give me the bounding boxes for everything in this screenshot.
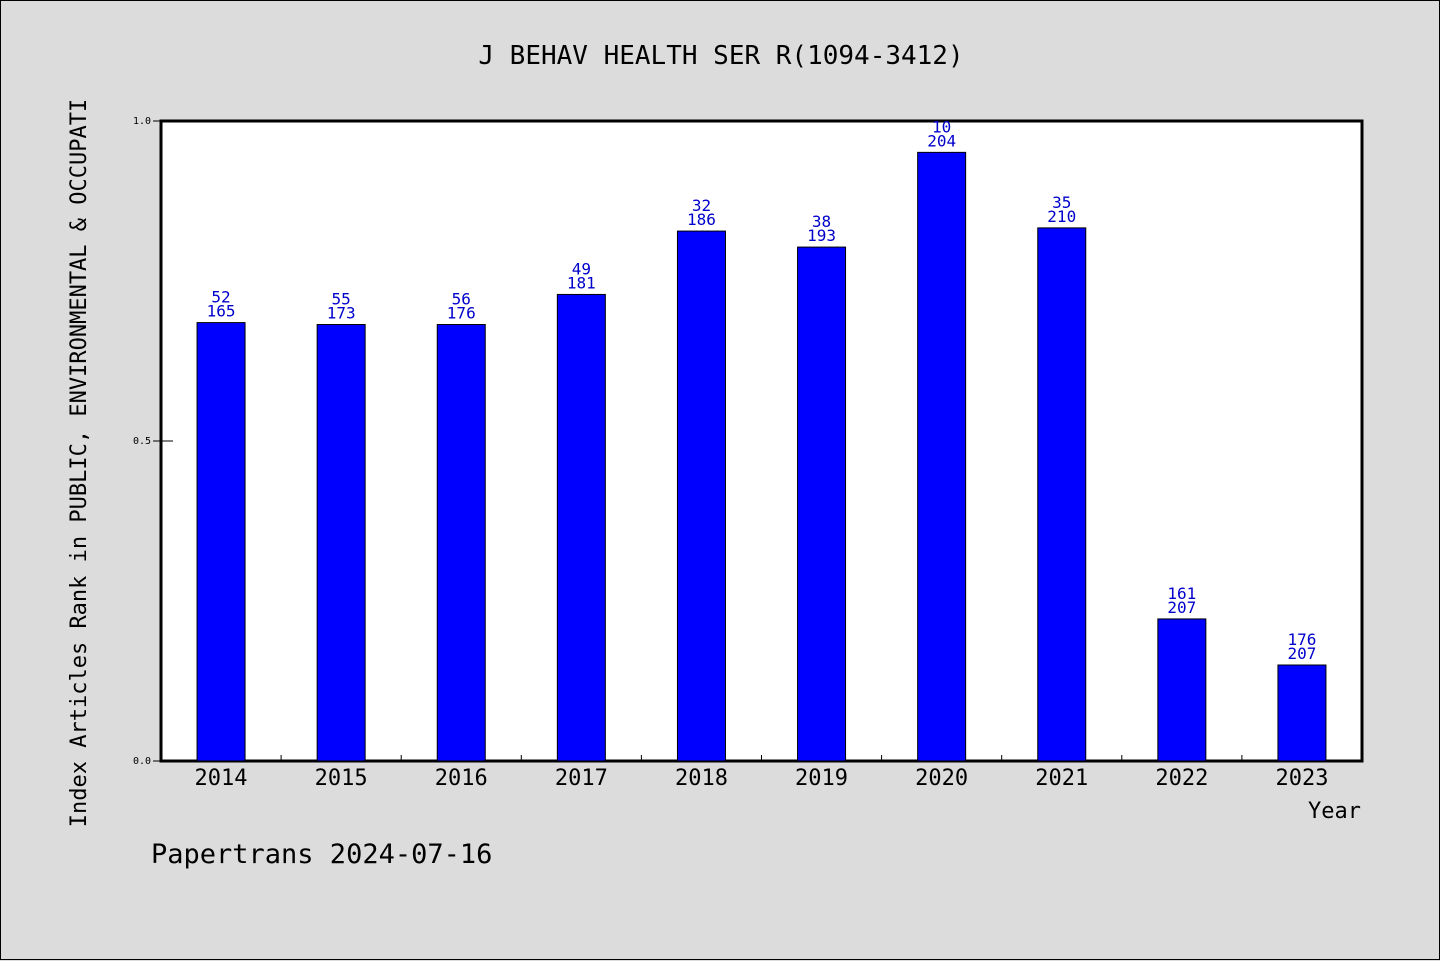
- x-tick-label-2015: 2015: [315, 766, 368, 791]
- bar-2014: [196, 322, 246, 762]
- x-tick-label-2020: 2020: [915, 766, 968, 791]
- y-tick-label-0.5: 0.5: [133, 436, 151, 447]
- bars-layer: [196, 151, 1327, 762]
- total-label-2017: 181: [567, 273, 596, 292]
- x-axis-label: Year: [1308, 799, 1361, 824]
- total-label-2023: 207: [1287, 644, 1316, 663]
- rank-label-2021: 35: [1052, 193, 1071, 212]
- x-tick-label-2017: 2017: [555, 766, 608, 791]
- bar-2019: [797, 246, 847, 762]
- bar-2016: [436, 324, 486, 762]
- total-label-2022: 207: [1167, 598, 1196, 617]
- rank-label-2022: 161: [1167, 584, 1196, 603]
- total-label-2021: 210: [1047, 207, 1076, 226]
- x-tick-label-2014: 2014: [195, 766, 248, 791]
- x-tick-label-2018: 2018: [675, 766, 728, 791]
- chart-title: J BEHAV HEALTH SER R(1094-3412): [478, 41, 963, 71]
- y-axis-label: Index Articles Rank in PUBLIC, ENVIRONME…: [67, 99, 92, 827]
- bar-2021: [1037, 227, 1087, 762]
- footer-credit: Papertrans 2024-07-16: [151, 839, 492, 870]
- rank-label-2019: 38: [812, 212, 831, 231]
- total-label-2016: 176: [447, 304, 476, 323]
- y-tick-label-1.0: 1.0: [133, 116, 151, 127]
- total-label-2014: 165: [207, 302, 236, 321]
- rank-label-2015: 55: [332, 290, 351, 309]
- x-tick-label-2022: 2022: [1155, 766, 1208, 791]
- total-label-2015: 173: [327, 304, 356, 323]
- bar-2022: [1157, 618, 1207, 762]
- bar-2018: [676, 230, 726, 762]
- x-tick-label-2023: 2023: [1275, 766, 1328, 791]
- bar-2015: [316, 324, 366, 762]
- rank-label-2017: 49: [572, 259, 591, 278]
- x-tick-label-2021: 2021: [1035, 766, 1088, 791]
- bar-2020: [917, 151, 967, 762]
- y-tick-label-0.0: 0.0: [133, 756, 151, 767]
- rank-label-2023: 176: [1287, 630, 1316, 649]
- total-label-2018: 186: [687, 210, 716, 229]
- total-label-2019: 193: [807, 226, 836, 245]
- x-tick-label-2016: 2016: [435, 766, 488, 791]
- axis-ticks-layer: 2014 2015 2016 2017 2018 2019 2020 2021 2022 2023…: [133, 116, 1329, 791]
- rank-label-2020: 10: [932, 117, 951, 136]
- x-tick-label-2019: 2019: [795, 766, 848, 791]
- rank-label-2014: 52: [211, 288, 230, 307]
- rank-label-2018: 32: [692, 196, 711, 215]
- total-label-2020: 204: [927, 131, 956, 150]
- rank-label-2016: 56: [452, 290, 471, 309]
- bar-2023: [1277, 664, 1327, 762]
- bar-2017: [556, 293, 606, 762]
